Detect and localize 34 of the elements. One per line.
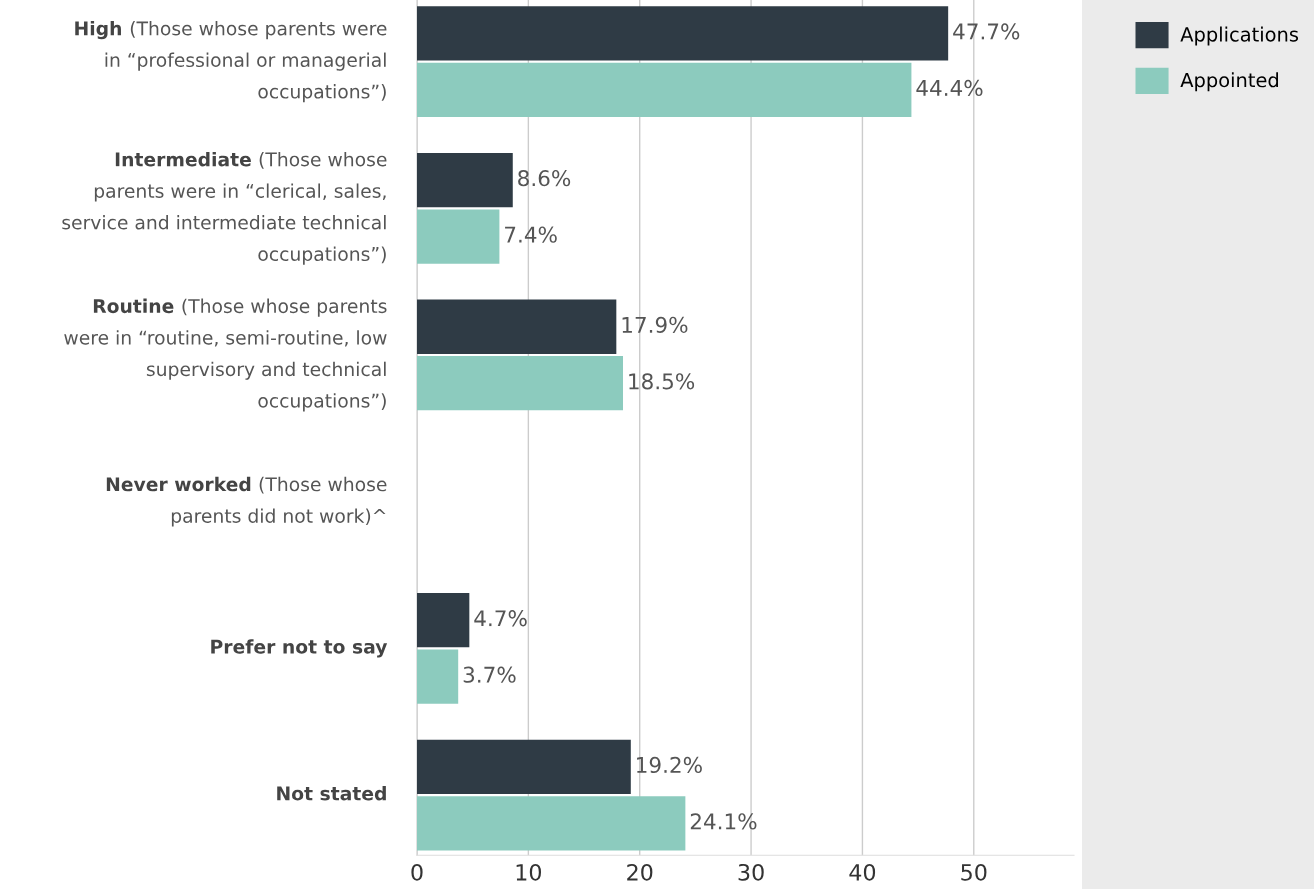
data-label: 17.9% bbox=[622, 316, 688, 333]
y-tick-label: Prefer not to say bbox=[211, 639, 388, 658]
x-tick-label: 50 bbox=[961, 863, 987, 881]
data-label: 3.7% bbox=[463, 666, 516, 683]
x-tick-label: 20 bbox=[627, 863, 653, 881]
data-label: 18.5% bbox=[629, 373, 695, 390]
x-tick-label: 0 bbox=[411, 863, 423, 881]
bar bbox=[417, 356, 624, 411]
data-label: 44.4% bbox=[916, 79, 983, 97]
bar bbox=[417, 209, 500, 264]
bar bbox=[417, 152, 513, 208]
bar bbox=[417, 299, 617, 354]
y-tick-label: Intermediate (Those whose parents were in “clerical, sales, service and intermediate technical occupations”) bbox=[62, 151, 387, 265]
y-tick-label: Never worked (Those whose parents did not work)^ bbox=[106, 476, 387, 527]
data-label: 8.6% bbox=[518, 170, 571, 187]
x-tick-label: 10 bbox=[516, 863, 542, 881]
bar bbox=[417, 739, 631, 794]
bar bbox=[417, 62, 912, 117]
x-tick-label: 30 bbox=[738, 863, 764, 881]
bar bbox=[417, 649, 459, 704]
data-label: 47.7% bbox=[953, 23, 1020, 40]
y-tick-label: Routine (Those whose parents were in “routine, semi-routine, low supervisory and technical occupations”) bbox=[64, 298, 387, 412]
y-tick-label: High (Those whose parents were in “professional or managerial occupations”) bbox=[75, 20, 387, 103]
bar bbox=[417, 593, 470, 648]
data-label: 19.2% bbox=[637, 756, 702, 774]
data-label: 7.4% bbox=[505, 226, 557, 243]
legend-label: Applications bbox=[1180, 26, 1299, 46]
x-tick-label: 40 bbox=[849, 863, 876, 881]
bar bbox=[417, 6, 949, 61]
data-label: 24.1% bbox=[690, 813, 757, 830]
bar bbox=[417, 796, 686, 851]
data-label: 4.7% bbox=[474, 610, 527, 627]
legend-label: Appointed bbox=[1180, 72, 1278, 92]
y-tick-label: Not stated bbox=[277, 786, 386, 801]
